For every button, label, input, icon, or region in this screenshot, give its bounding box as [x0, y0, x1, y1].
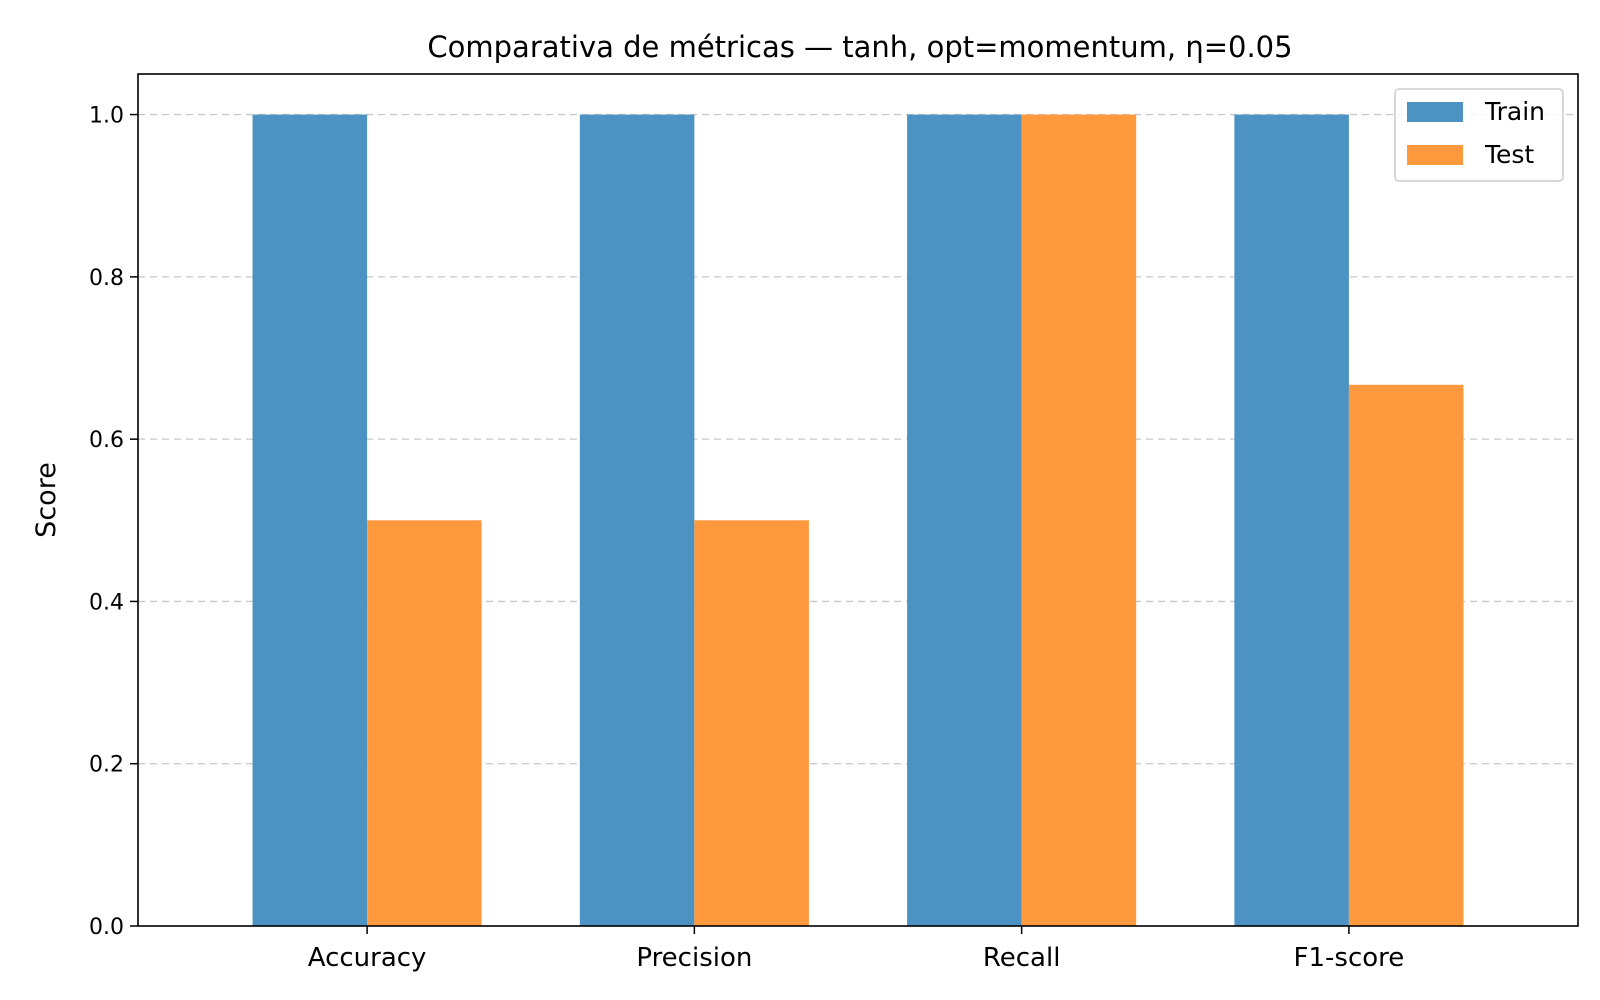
legend-swatch-train	[1407, 102, 1463, 122]
x-axis-ticks: Accuracy Precision Recall F1-score	[308, 926, 1405, 973]
bar-train-precision	[579, 114, 695, 927]
x-tick-label: Precision	[636, 943, 752, 973]
y-tick-label: 1.0	[89, 104, 124, 129]
x-tick-label: F1-score	[1294, 943, 1405, 973]
legend-swatch-test	[1407, 145, 1463, 165]
x-tick-label: Recall	[983, 943, 1061, 973]
bar-test-precision	[694, 520, 809, 926]
bar-train-recall	[907, 114, 1022, 927]
y-axis-label: Score	[31, 462, 62, 538]
bar-test-recall	[1021, 114, 1137, 927]
bars	[252, 114, 1464, 927]
plot-frame	[137, 73, 1579, 927]
y-tick-label: 0.2	[89, 753, 124, 778]
chart-title: Comparativa de métricas — tanh, opt=mome…	[427, 30, 1292, 64]
y-tick-label: 0.6	[89, 428, 124, 453]
bar-test-accuracy	[367, 520, 482, 926]
x-tick-label: Accuracy	[308, 943, 427, 973]
legend-label-train: Train	[1484, 97, 1545, 126]
legend-label-test: Test	[1484, 140, 1534, 169]
bar-train-f1-score	[1234, 114, 1349, 927]
y-tick-label: 0.0	[89, 915, 124, 940]
y-tick-label: 0.8	[89, 266, 124, 291]
y-tick-label: 0.4	[89, 590, 124, 615]
legend: Train Test	[1394, 88, 1564, 182]
y-axis-ticks: 0.0 0.2 0.4 0.6 0.8 1.0	[89, 104, 138, 940]
bar-train-accuracy	[252, 114, 368, 927]
bar-test-f1-score	[1348, 384, 1464, 927]
